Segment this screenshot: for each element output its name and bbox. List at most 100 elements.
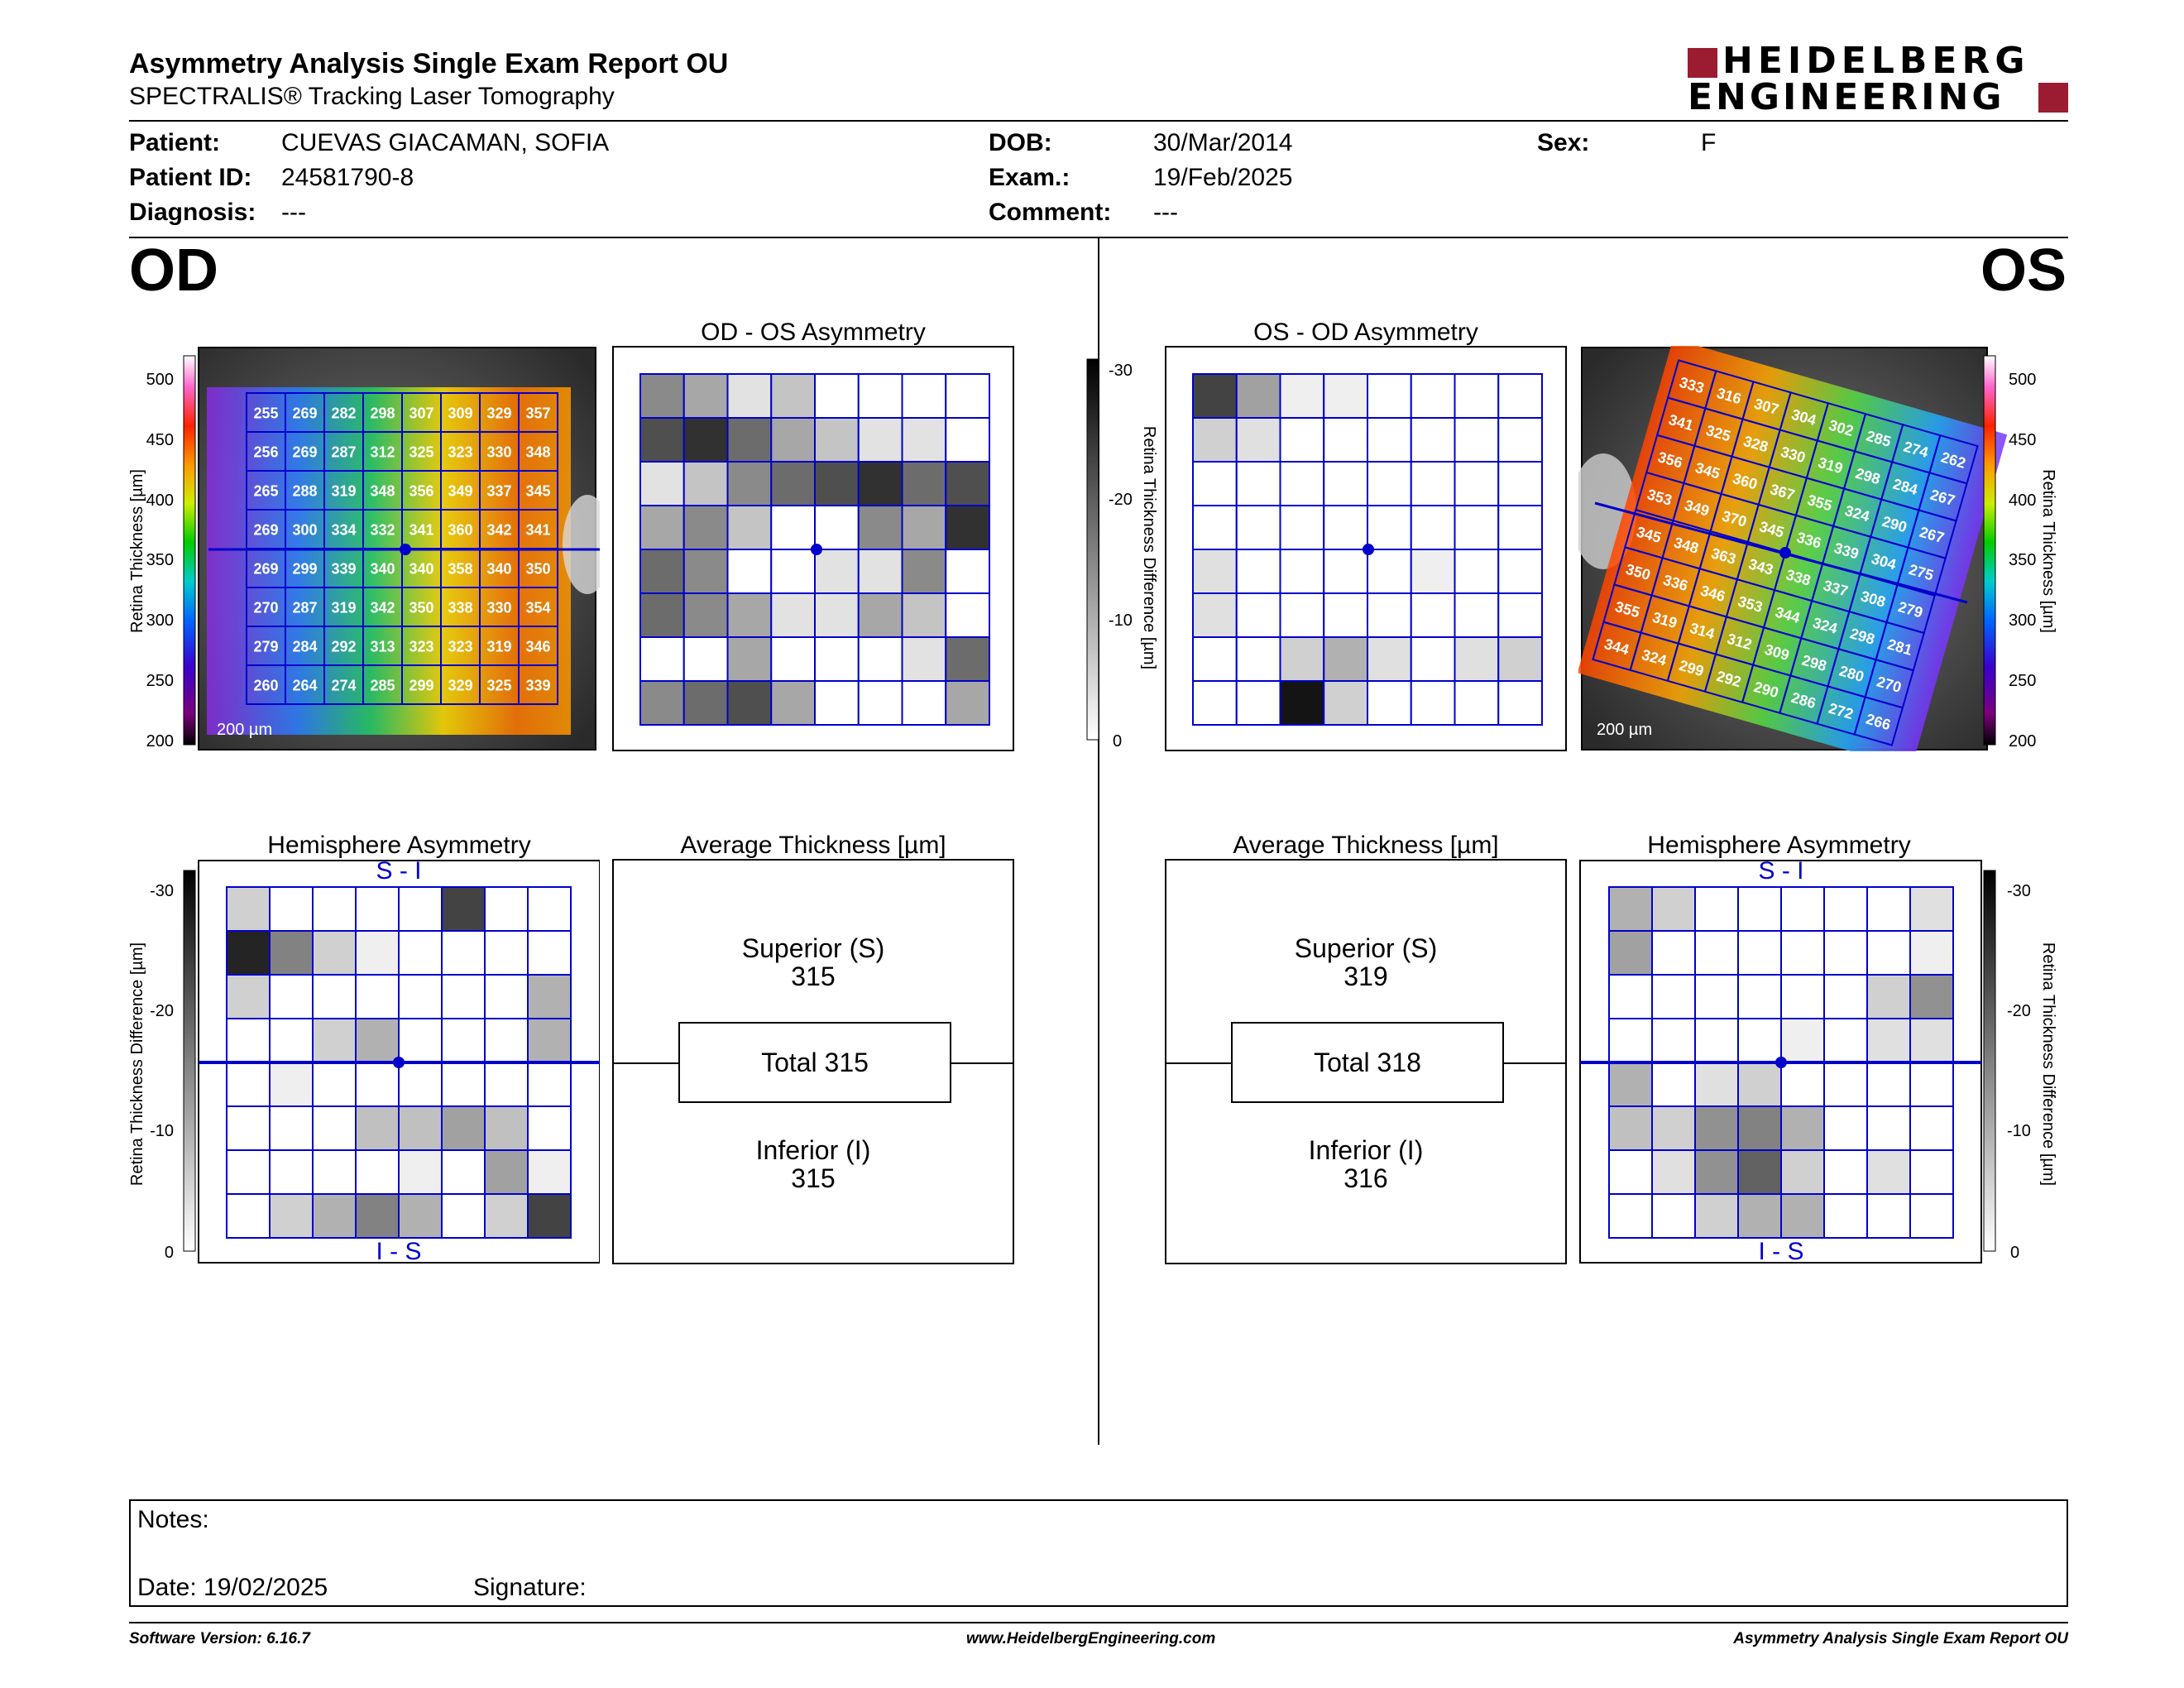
os-inferior-value: 316 [1343,1163,1388,1193]
thickness-value: 350 [525,561,550,578]
thickness-value: 339 [525,678,550,694]
thickness-value: 341 [525,522,550,539]
asymmetry-cell [1410,636,1456,682]
asymmetry-cell [682,680,729,726]
hemisphere-cell [1823,930,1868,976]
hemisphere-cell [398,886,443,932]
thickness-value: 323 [409,639,433,655]
hemisphere-cell [269,1105,314,1151]
thickness-value: 341 [409,522,433,539]
os-thickness-axis-label: Retina Thickness [µm] [2039,469,2057,633]
hemisphere-cell [1737,1149,1782,1195]
thickness-value: 307 [409,405,433,422]
thickness-value: 270 [253,600,278,616]
os-tick-250: 250 [2009,672,2036,690]
asymmetry-cell [639,417,685,463]
hemisphere-cell [1694,1018,1739,1063]
os-average-panel: Superior (S) 319 Total 318 Inferior (I) … [1165,859,1567,1264]
asymmetry-cell [1367,417,1412,463]
asymmetry-cell [1367,592,1412,638]
os-asymmetry-title: OS - OD Asymmetry [1253,319,1478,346]
asymmetry-cell [1367,461,1412,506]
asymmetry-cell [682,636,729,682]
asymmetry-cell [857,680,903,726]
thickness-value: 349 [448,483,472,500]
asymmetry-cell [1323,373,1368,419]
website-link[interactable]: www.HeidelbergEngineering.com [966,1630,1216,1647]
asymmetry-cell [1454,549,1500,594]
hemisphere-cell [355,1193,400,1239]
asymmetry-cell [1192,461,1238,506]
hemisphere-cell [355,974,400,1019]
asymmetry-cell [770,549,816,594]
asymmetry-cell [770,680,816,726]
hemisphere-cell [269,930,314,976]
hemisphere-cell [312,1062,357,1107]
hemisphere-cell [355,886,400,932]
hemisphere-cell [1866,974,1911,1019]
patient-id: 24581790-8 [281,164,414,191]
asymmetry-cell [945,461,990,506]
hemisphere-cell [527,930,572,976]
asymmetry-cell [1497,373,1543,419]
asymmetry-cell [1235,417,1281,463]
hemisphere-cell [226,1149,271,1195]
asymmetry-cell [1410,680,1456,726]
hemisphere-cell [484,1062,529,1107]
asymmetry-cell [1454,680,1500,726]
asymmetry-cell [1235,505,1281,550]
od-asymmetry-panel [612,346,1014,751]
hemisphere-cell [1694,974,1739,1019]
od-hemi-tick-minus20: -20 [150,1002,174,1020]
asymmetry-cell [1192,549,1238,594]
thickness-value: 284 [292,639,317,655]
hemisphere-cell [269,1193,314,1239]
thickness-value: 329 [486,405,511,422]
hemisphere-cell [1737,1193,1782,1239]
hemisphere-cell [226,1193,271,1239]
thickness-value: 313 [370,639,395,655]
hemisphere-cell [1651,1149,1696,1195]
os-asymmetry-grid [1192,373,1543,726]
os-superior-label: Superior (S) [1294,933,1438,963]
header-divider [129,120,2068,122]
hemisphere-cell [484,930,529,976]
hemisphere-cell [1608,1149,1653,1195]
asymmetry-cell [945,417,990,463]
hemisphere-cell [1909,1193,1954,1239]
thickness-value: 265 [253,483,278,500]
asymmetry-cell [1192,680,1238,726]
asymmetry-cell [1497,417,1543,463]
hemisphere-cell [1608,886,1653,932]
center-tick-minus30: -30 [1109,362,1133,380]
asymmetry-cell [1279,373,1325,419]
asymmetry-cell [1454,461,1500,506]
thickness-value: 356 [409,483,433,500]
os-tick-350: 350 [2009,551,2036,569]
asymmetry-cell [857,636,903,682]
center-tick-minus20: -20 [1109,491,1133,509]
thickness-value: 292 [331,639,356,655]
thickness-value: 274 [331,678,356,694]
os-tick-300: 300 [2009,611,2036,630]
hemisphere-cell [226,930,271,976]
comment-label: Comment: [989,199,1112,226]
asymmetry-cell [1497,636,1543,682]
od-asymmetry-title: OD - OS Asymmetry [701,319,926,346]
asymmetry-cell [726,680,773,726]
thickness-value: 269 [292,405,317,422]
hemisphere-cell [269,1062,314,1107]
hemisphere-cell [1909,1105,1954,1151]
hemisphere-cell [1866,1018,1911,1063]
patient-name: CUEVAS GIACAMAN, SOFIA [281,129,610,156]
asymmetry-cell [1454,592,1500,638]
software-version: Software Version: 6.16.7 [129,1630,310,1647]
os-inferior-label: Inferior (I) [1308,1135,1424,1165]
hemisphere-cell [484,1105,529,1151]
hemisphere-cell [1651,1062,1696,1107]
hemisphere-cell [484,1018,529,1063]
hemisphere-cell [527,1105,572,1151]
od-hemi-top-label: S - I [376,859,421,885]
od-superior-label: Superior (S) [741,933,885,963]
asymmetry-cell [1235,592,1281,638]
